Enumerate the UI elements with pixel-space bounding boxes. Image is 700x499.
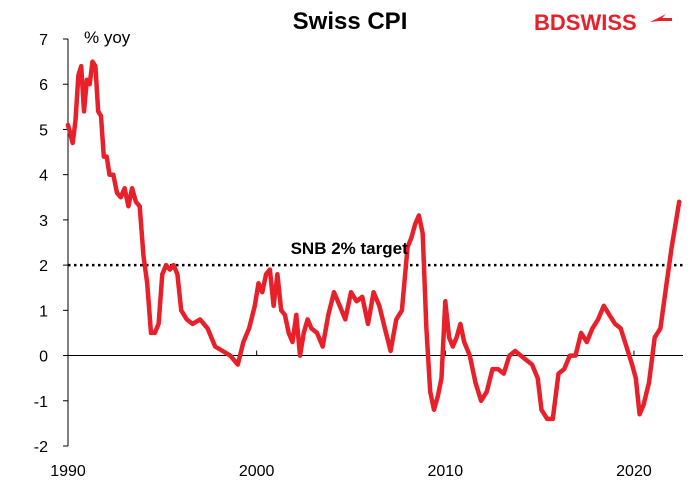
y-tick-label: 2	[39, 258, 48, 275]
y-tick-label: 7	[39, 32, 48, 49]
y-tick-label: 6	[39, 77, 48, 94]
x-tick-label: 2010	[428, 463, 464, 480]
y-tick-label: 3	[39, 213, 48, 230]
brand-logo-arrow-icon	[650, 14, 672, 22]
snb-target-annotation: SNB 2% target	[291, 239, 408, 258]
y-tick-label: 1	[39, 303, 48, 320]
y-axis: -2 -1 0 1 2 3 4 5 6 7	[34, 32, 69, 456]
x-axis: 1990 2000 2010 2020	[50, 350, 683, 480]
y-tick-label: 4	[39, 168, 48, 185]
x-tick-label: 2000	[239, 463, 275, 480]
brand-logo: BDSWISS	[534, 10, 672, 35]
y-axis-unit-label: % yoy	[84, 28, 131, 47]
y-tick-label: -2	[34, 439, 48, 456]
chart-title: Swiss CPI	[293, 8, 408, 35]
brand-logo-text: BDSWISS	[534, 10, 637, 35]
y-tick-label: 0	[39, 349, 48, 366]
cpi-series-line	[65, 59, 682, 422]
x-tick-label: 2020	[616, 463, 652, 480]
series-group	[65, 59, 682, 422]
x-tick-label: 1990	[50, 463, 86, 480]
y-tick-label: -1	[34, 394, 48, 411]
y-tick-label: 5	[39, 122, 48, 139]
